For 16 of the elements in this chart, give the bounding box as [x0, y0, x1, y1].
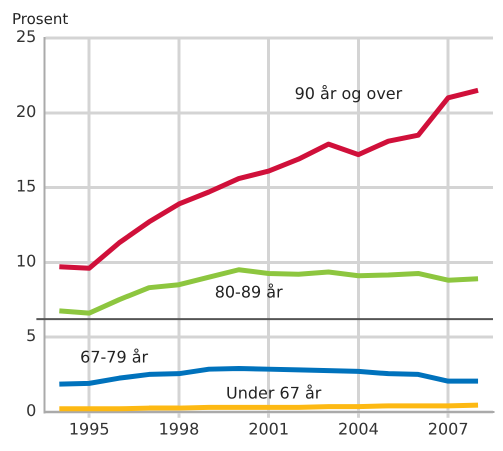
y-axis-title: Prosent — [12, 10, 68, 28]
text: 90 år og over — [294, 84, 403, 103]
y-tick-label: 20 — [16, 102, 36, 121]
series-label: Under 67 år — [226, 383, 322, 402]
y-tick-label: 0 — [26, 400, 36, 420]
x-tick-label: 2007 — [428, 420, 468, 439]
series-label: 80-89 år — [214, 282, 284, 302]
series-label: 67-79 år — [80, 347, 149, 366]
y-tick-label: 15 — [16, 176, 36, 196]
x-tick-label: 1998 — [158, 420, 200, 439]
y-tick-label: 10 — [16, 251, 36, 270]
x-tick-label: 1995 — [68, 420, 110, 439]
y-tick-label: 5 — [26, 326, 36, 346]
x-tick-label: 2004 — [338, 420, 379, 439]
y-tick-label: 25 — [16, 27, 36, 46]
x-tick-label: 2001 — [248, 420, 290, 439]
